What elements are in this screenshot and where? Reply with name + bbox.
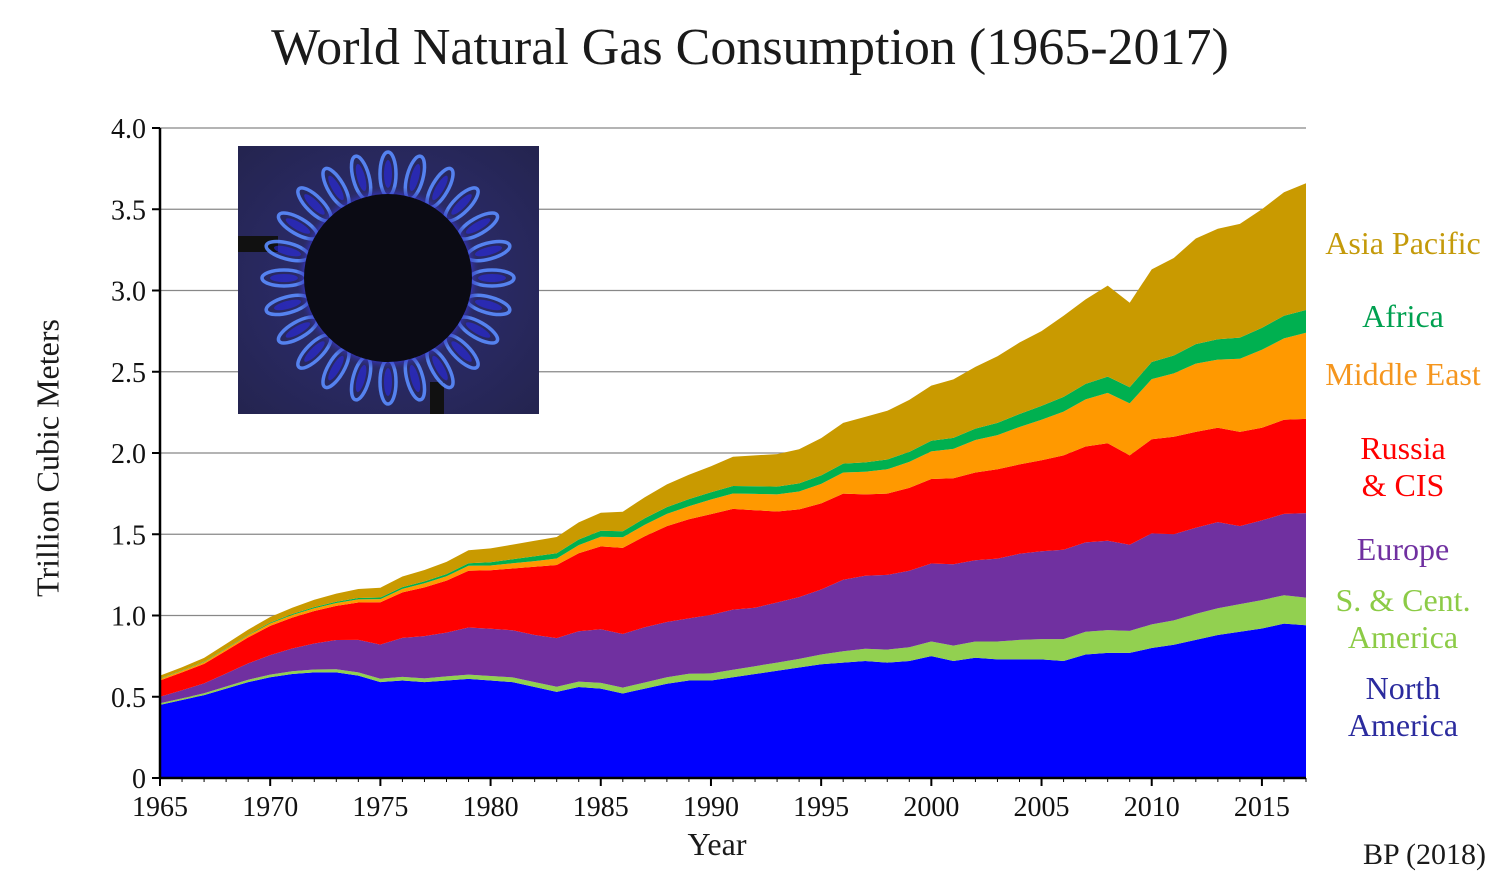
area-series-north-america [160,623,1306,778]
area-series-africa [160,310,1306,679]
flame-core [355,163,367,192]
legend-line: S. & Cent. [1335,582,1471,618]
flame-core [432,355,448,381]
area-series-s-cent-america [160,595,1306,705]
y-tick-label: 2.5 [111,358,146,389]
y-tick-label: 3.5 [111,195,146,226]
flame-core [451,341,472,362]
chart-title: World Natural Gas Consumption (1965-2017… [271,19,1229,76]
x-tick-label: 2005 [1014,792,1070,823]
legend-label-middle-east: Middle East [1325,356,1481,393]
flame-core [328,175,344,201]
x-tick-label: 1985 [573,792,629,823]
legend-line: Middle East [1325,356,1481,392]
flame-core [474,299,503,311]
legend-line: Russia [1360,430,1446,466]
y-tick-label: 3.0 [111,277,146,308]
flame-core [478,274,506,282]
x-axis-label: Year [687,826,747,862]
area-series-europe [160,513,1306,704]
area-series-russia-cis [160,418,1306,697]
legend-label-north-america: North America [1348,670,1458,744]
x-tick-label: 2015 [1234,792,1290,823]
flame-core [328,355,344,381]
source-credit: BP (2018) [1362,838,1486,871]
flame-core [409,163,421,192]
legend-line: Africa [1362,298,1444,334]
x-tick-label: 2010 [1124,792,1180,823]
legend-label-russia-cis: Russia & CIS [1360,430,1445,504]
flame-core [465,322,491,338]
flame-core [384,160,392,188]
x-tick-label: 1995 [793,792,849,823]
y-tick-label: 0.5 [111,683,146,714]
axes: 0 0.5 1.0 1.5 2.0 2.5 3.0 3.5 4.0 1965 1970 1975 198… [111,114,1307,823]
legend-label-africa: Africa [1362,298,1444,335]
x-tick-label: 2000 [903,792,959,823]
legend-label-s-cent-america: S. & Cent. America [1335,582,1470,656]
legend-label-asia-pacific: Asia Pacific [1325,225,1481,262]
flame-core [451,194,472,215]
x-tick-label: 1970 [242,792,298,823]
flame-core [273,245,302,257]
y-axis-label: Trillion Cubic Meters [29,319,66,597]
x-tick-label: 1975 [352,792,408,823]
flame-core [273,299,302,311]
y-tick-label: 1.0 [111,602,146,633]
y-tick-label: 2.0 [111,439,146,470]
y-tick-label: 1.5 [111,520,146,551]
legend-line: Asia Pacific [1325,225,1481,261]
flame-core [355,364,367,393]
flame-core [432,175,448,201]
gas-burner-photo [238,146,539,414]
stacked-areas [160,183,1306,778]
y-tick-label: 0 [132,764,146,795]
gas-burner-flame-icon [238,146,539,414]
flame-core [285,218,311,234]
x-tick-label: 1990 [683,792,739,823]
flame-core [465,218,491,234]
flame-core [384,368,392,396]
flame-core [285,322,311,338]
area-series-middle-east [160,332,1306,681]
flame-core [474,245,503,257]
flame-core [304,341,325,362]
legend-label-europe: Europe [1357,531,1449,568]
legend-line: & CIS [1361,467,1445,503]
flame-core [304,194,325,215]
x-tick-label: 1965 [132,792,188,823]
legend-line: America [1347,619,1459,655]
legend-line: America [1347,707,1459,743]
x-tick-label: 1980 [463,792,519,823]
flame-core [270,274,298,282]
flame-core [409,364,421,393]
y-tick-label: 4.0 [111,114,146,145]
legend-line: Europe [1356,531,1450,567]
legend-line: North [1365,670,1441,706]
